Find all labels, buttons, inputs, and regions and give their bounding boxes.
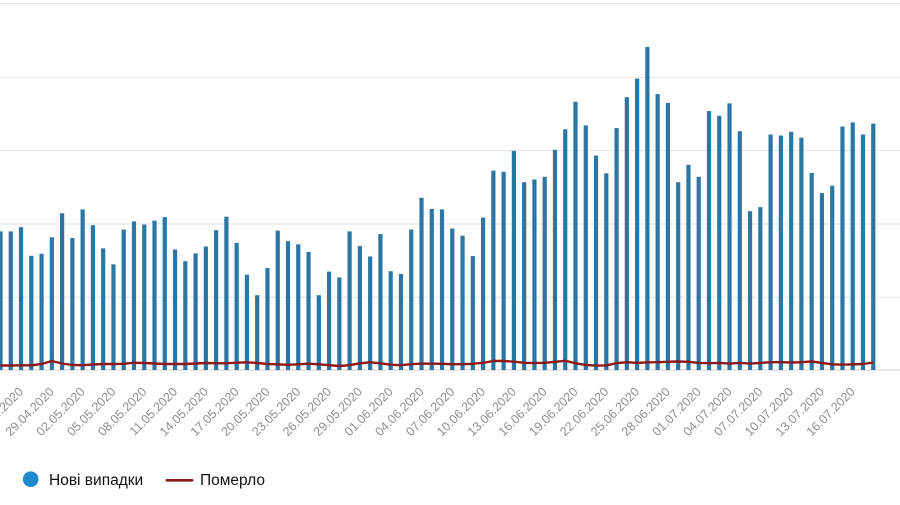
- svg-text:Нові випадки: Нові випадки: [49, 472, 143, 489]
- svg-text:Померло: Померло: [200, 472, 265, 489]
